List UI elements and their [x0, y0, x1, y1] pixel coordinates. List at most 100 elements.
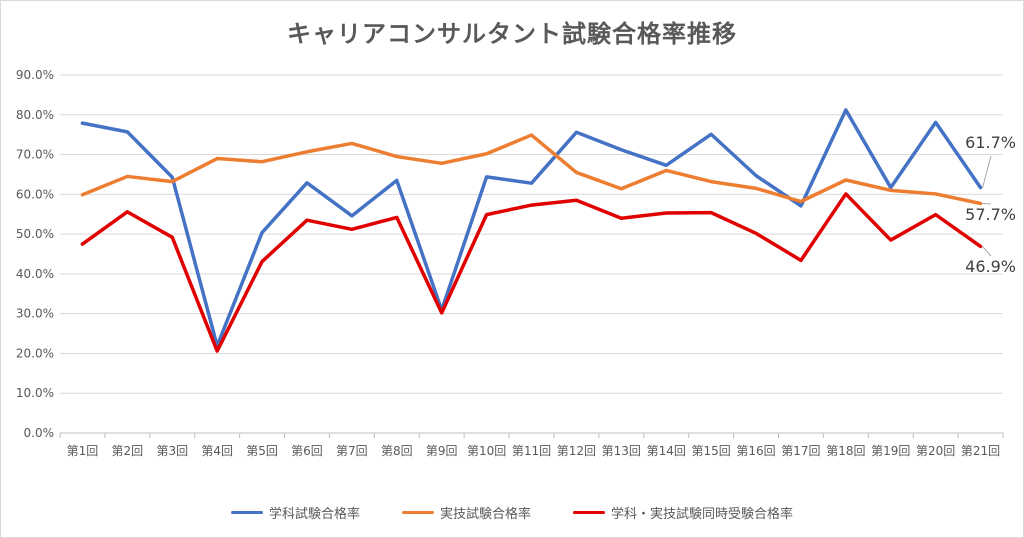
x-tick-label: 第7回	[336, 444, 368, 458]
y-tick-label: 60.0%	[16, 187, 54, 201]
data-point	[980, 202, 982, 204]
data-point	[710, 181, 712, 183]
data-point	[800, 200, 802, 202]
data-point	[486, 176, 488, 178]
x-tick-label: 第5回	[246, 444, 278, 458]
x-tick-label: 第10回	[467, 444, 506, 458]
data-point	[81, 243, 83, 245]
data-point	[665, 169, 667, 171]
y-tick-label: 20.0%	[16, 346, 54, 360]
data-point	[396, 179, 398, 181]
x-tick-label: 第12回	[557, 444, 596, 458]
x-axis-ticks: 第1回 第2回 第3回 第4回 第5回 第6回 第7回 第8回 第9回 第10回 第11回 第12回第…	[59, 433, 1004, 458]
data-point	[890, 189, 892, 191]
legend-item: 実技試験合格率	[401, 503, 531, 522]
y-tick-label: 30.0%	[16, 307, 54, 321]
y-tick-label: 10.0%	[16, 386, 54, 400]
x-tick-label: 第11回	[512, 444, 551, 458]
data-point	[351, 228, 353, 230]
data-point	[306, 151, 308, 153]
legend-item: 学科・実技試験同時受験合格率	[573, 503, 793, 522]
legend-item: 学科試験合格率	[230, 503, 360, 522]
data-point	[261, 261, 263, 263]
data-point	[306, 219, 308, 221]
data-point	[396, 156, 398, 158]
chart-title: キャリアコンサルタント試験合格率推移	[287, 20, 737, 48]
end-labels: 61.7% 57.7% 46.9%	[965, 133, 1016, 276]
x-tick-label: 第20回	[916, 444, 955, 458]
data-point	[800, 205, 802, 207]
data-label: 46.9%	[965, 257, 1016, 276]
x-tick-label: 第3回	[156, 444, 188, 458]
data-point	[126, 175, 128, 177]
data-point	[216, 350, 218, 352]
data-point	[531, 182, 532, 184]
y-tick-label: 70.0%	[16, 148, 54, 162]
data-point	[126, 211, 128, 213]
data-point	[755, 187, 757, 189]
data-point	[531, 204, 532, 206]
x-tick-label: 第4回	[201, 444, 233, 458]
x-tick-label: 第13回	[602, 444, 641, 458]
data-point	[845, 109, 847, 111]
data-point	[845, 179, 847, 181]
data-point	[620, 188, 622, 190]
legend-label: 実技試験合格率	[439, 507, 531, 522]
data-point	[800, 259, 802, 261]
data-point	[306, 182, 308, 184]
data-point	[486, 153, 488, 155]
gridlines	[60, 74, 1003, 434]
data-point	[710, 133, 712, 135]
data-point	[575, 199, 577, 201]
data-point	[845, 193, 847, 195]
data-point	[171, 181, 173, 183]
series-line	[80, 108, 983, 348]
data-point	[261, 161, 263, 163]
leader-line	[982, 246, 992, 257]
data-point	[980, 245, 982, 247]
data-point	[755, 232, 757, 234]
x-tick-label: 第17回	[781, 444, 820, 458]
data-point	[396, 216, 398, 218]
legend-label: 学科試験合格率	[268, 507, 360, 522]
data-label: 61.7%	[965, 133, 1016, 152]
x-tick-label: 第9回	[426, 444, 458, 458]
data-point	[171, 236, 173, 238]
data-point	[935, 193, 937, 195]
data-point	[890, 239, 892, 241]
leader-line	[982, 155, 992, 188]
data-point	[980, 187, 982, 189]
data-point	[935, 121, 937, 123]
data-point	[575, 171, 577, 173]
data-point	[441, 312, 443, 314]
data-point	[81, 194, 83, 196]
data-point	[351, 142, 353, 144]
y-tick-label: 80.0%	[16, 108, 54, 122]
data-point	[755, 175, 757, 177]
data-point	[620, 217, 622, 219]
x-tick-label: 第18回	[826, 444, 865, 458]
legend-swatch	[573, 511, 605, 514]
x-tick-label: 第21回	[961, 444, 1000, 458]
x-tick-label: 第19回	[871, 444, 910, 458]
data-point	[351, 215, 353, 217]
y-tick-label: 0.0%	[24, 426, 55, 440]
data-point	[486, 214, 488, 216]
y-tick-label: 50.0%	[16, 227, 54, 241]
x-tick-label: 第1回	[67, 444, 99, 458]
legend-label: 学科・実技試験同時受験合格率	[611, 507, 794, 522]
data-point	[216, 158, 218, 160]
data-point	[890, 187, 892, 189]
data-point	[665, 164, 667, 166]
y-axis-ticks: 0.0% 10.0% 20.0% 30.0% 40.0% 50.0% 60.0% 70.0% 8…	[16, 68, 54, 440]
data-point	[531, 134, 532, 136]
data-point	[935, 214, 937, 216]
x-tick-label: 第14回	[647, 444, 686, 458]
leader-line	[982, 202, 992, 205]
x-tick-label: 第15回	[691, 444, 730, 458]
data-point	[126, 131, 128, 133]
x-tick-label: 第6回	[291, 444, 323, 458]
legend-swatch	[401, 511, 434, 514]
legend: 学科試験合格率 実技試験合格率 学科・実技試験同時受験合格率	[0, 503, 1024, 522]
